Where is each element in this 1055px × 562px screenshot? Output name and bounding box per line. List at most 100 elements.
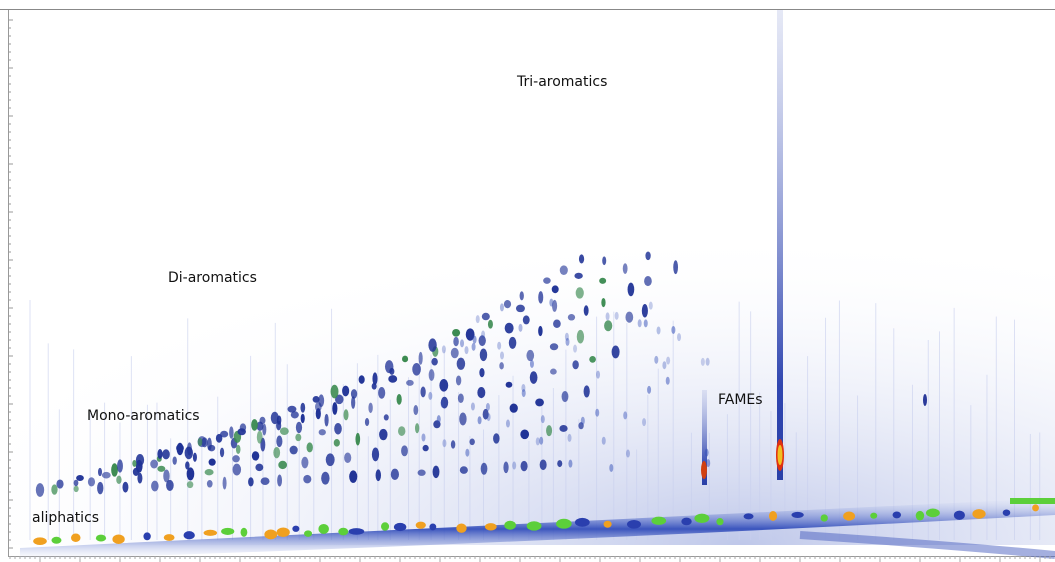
peak — [239, 423, 247, 432]
peak — [381, 522, 390, 531]
peak — [306, 442, 313, 453]
peak — [456, 523, 467, 533]
peak — [379, 428, 388, 441]
peak — [342, 385, 350, 397]
peak — [287, 405, 297, 413]
peak — [1002, 509, 1011, 516]
peak — [505, 419, 510, 428]
peak — [318, 523, 329, 534]
peak — [543, 277, 551, 284]
peak — [396, 393, 402, 405]
label: Di-aromatics — [168, 270, 257, 286]
peak — [270, 411, 279, 425]
peak — [575, 287, 584, 299]
peak — [539, 436, 544, 445]
peak — [481, 312, 490, 321]
peak — [549, 298, 554, 307]
peak — [480, 462, 488, 475]
peak — [95, 534, 107, 542]
peak — [344, 452, 352, 463]
peak — [487, 319, 493, 329]
peak — [97, 481, 104, 495]
peak — [157, 465, 166, 472]
peak — [150, 459, 158, 469]
peak — [609, 463, 614, 472]
peak — [484, 523, 497, 531]
peak — [355, 432, 361, 446]
peak — [76, 474, 84, 482]
peak — [559, 425, 568, 432]
peak — [406, 379, 414, 386]
peak — [208, 458, 216, 466]
peak — [343, 409, 349, 421]
peak — [277, 474, 283, 487]
peak — [111, 463, 118, 477]
peak — [589, 355, 596, 363]
peak — [157, 448, 163, 460]
peak — [330, 384, 339, 399]
peak — [278, 460, 288, 470]
peaks — [20, 10, 1055, 560]
peak — [289, 445, 298, 455]
peak — [51, 484, 58, 495]
peak — [596, 370, 601, 379]
peak — [568, 459, 573, 468]
peak — [499, 303, 504, 312]
peak — [535, 437, 540, 446]
peak — [166, 479, 174, 492]
peak — [51, 536, 62, 544]
peak — [478, 335, 486, 347]
peak — [681, 517, 692, 526]
peak — [441, 345, 446, 354]
peak — [925, 508, 940, 518]
peak — [564, 332, 569, 341]
peak — [186, 467, 195, 481]
peak — [295, 421, 303, 434]
peak — [706, 459, 711, 468]
peak — [641, 304, 648, 318]
peak — [557, 460, 563, 468]
peak — [162, 449, 170, 460]
peak — [276, 527, 290, 538]
peak — [469, 438, 475, 446]
peak — [651, 516, 667, 525]
peak — [232, 455, 240, 463]
peak — [428, 338, 437, 352]
peak — [552, 299, 558, 312]
peak — [335, 394, 344, 405]
peak — [519, 291, 524, 301]
peak — [303, 474, 312, 484]
peak — [452, 328, 461, 337]
peak — [87, 477, 96, 487]
peak — [432, 465, 440, 479]
peak — [440, 399, 445, 408]
peak — [482, 408, 489, 420]
peak — [972, 509, 986, 519]
peak — [312, 396, 320, 403]
peak — [187, 442, 192, 456]
peak — [163, 469, 170, 483]
peak — [892, 511, 902, 519]
peak — [673, 260, 679, 275]
peak — [625, 311, 634, 323]
peak — [843, 511, 856, 521]
label: FAMEs — [718, 392, 763, 408]
peak — [644, 276, 652, 287]
peak — [172, 456, 177, 465]
peak — [292, 525, 300, 532]
peak — [348, 528, 365, 535]
peak — [33, 537, 47, 546]
peak — [273, 447, 281, 459]
peak — [215, 433, 223, 443]
peak — [251, 451, 260, 461]
peak — [137, 472, 143, 484]
peak — [421, 433, 426, 442]
peak — [185, 461, 190, 470]
peak — [915, 510, 925, 521]
peak — [505, 381, 513, 388]
peak — [503, 461, 509, 474]
peak — [295, 433, 302, 442]
peak — [504, 520, 516, 530]
peak — [290, 411, 299, 419]
